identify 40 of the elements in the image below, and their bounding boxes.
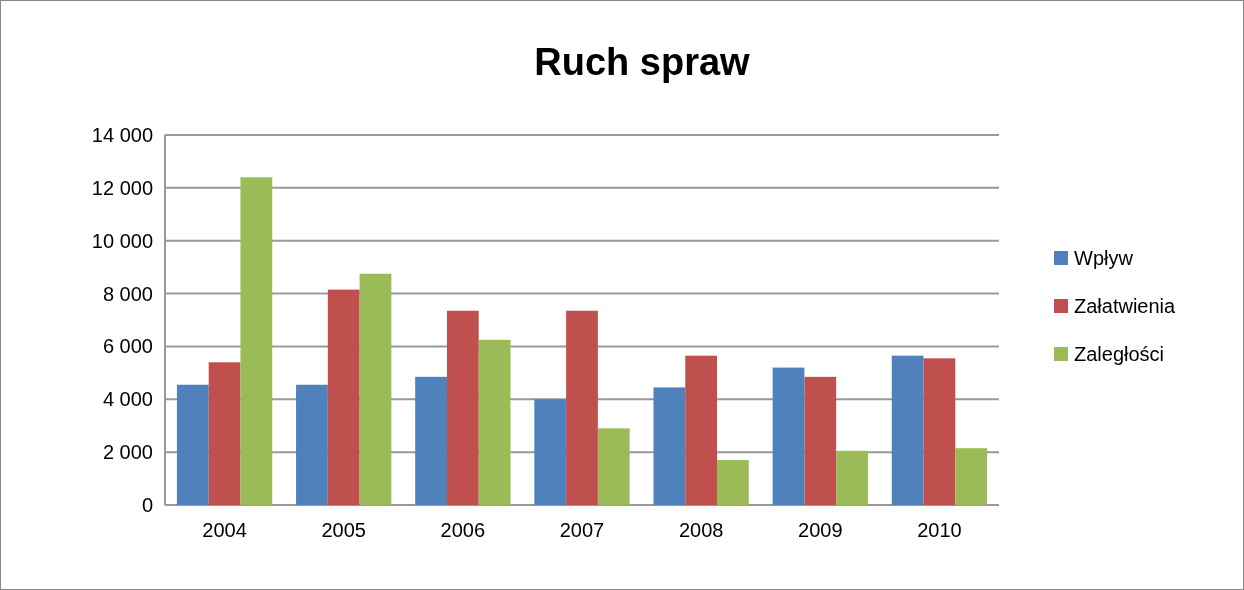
bar [955,448,988,505]
y-tick-label: 10 000 [91,229,153,252]
y-tick-label: 12 000 [91,176,153,199]
bar [478,339,511,505]
bar [534,399,567,505]
y-tick-label: 4 000 [102,388,153,411]
bar [296,384,328,505]
bar [772,367,805,505]
bar [717,460,749,505]
bar [446,310,479,505]
y-tick-label: 6 000 [102,335,153,358]
chart-title: Ruch spraw [534,41,751,83]
bar [327,289,360,505]
bar [566,310,598,505]
legend-label: Zaległości [1074,343,1165,365]
x-tick-label: 2004 [202,519,247,541]
y-tick-label: 2 000 [102,441,153,464]
x-tick-label: 2009 [798,519,843,541]
bar [891,355,924,505]
bar [359,273,392,505]
y-tick-label: 14 000 [91,124,153,146]
x-tick-label: 2006 [440,519,486,541]
x-tick-label: 2010 [917,519,962,541]
y-tick-label: 0 [141,494,153,516]
bar [597,428,630,505]
x-tick-label: 2005 [321,519,366,541]
bar [804,376,837,505]
x-tick-label: 2007 [559,519,605,541]
bar [836,450,868,505]
bar [208,362,241,505]
y-tick-label: 8 000 [102,282,153,305]
legend-label: Załatwienia [1074,295,1177,317]
legend-label: Wpływ [1074,247,1134,269]
bar [685,355,718,505]
x-tick-label: 2008 [678,519,724,541]
bar [923,358,956,505]
bar [415,376,447,505]
bar [240,177,273,505]
bar [176,384,209,505]
bar [653,387,686,505]
